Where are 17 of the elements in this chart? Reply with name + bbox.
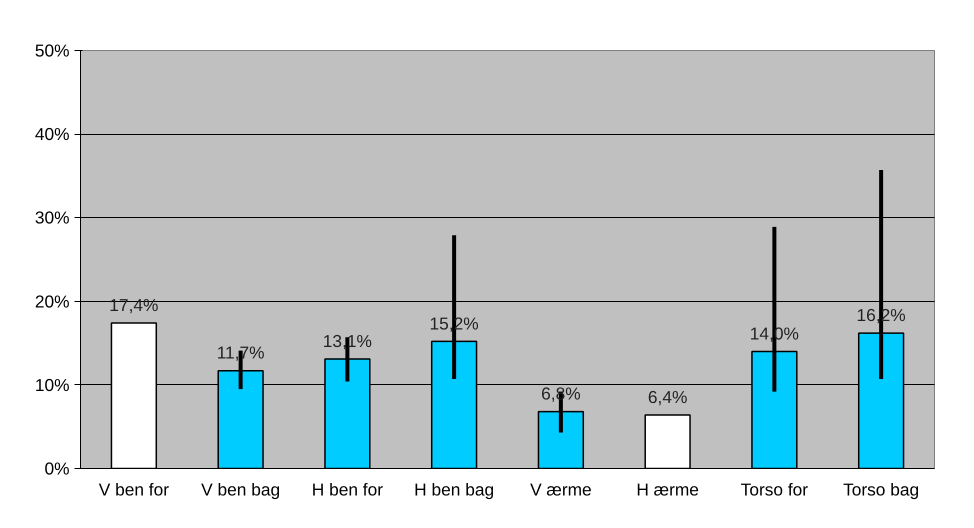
- x-tick-label: V ben bag: [201, 480, 280, 500]
- x-tick-label: Torso bag: [843, 480, 920, 500]
- x-tick-label: H ærme: [636, 480, 699, 500]
- y-tick-label: 30%: [34, 208, 70, 228]
- x-tick-label: H ben bag: [414, 480, 494, 500]
- y-tick-label: 0%: [44, 458, 70, 478]
- x-tick-label: Torso for: [740, 480, 808, 500]
- y-tick-label: 40%: [34, 124, 70, 144]
- y-tick-label: 10%: [34, 374, 70, 395]
- data-label: 6,4%: [648, 386, 688, 407]
- x-tick-label: V ben for: [98, 480, 170, 500]
- y-tick-label: 50%: [34, 40, 70, 60]
- data-label: 11,7%: [216, 342, 265, 363]
- data-label: 6,8%: [541, 384, 581, 404]
- x-tick-label: V ærme: [530, 480, 592, 500]
- y-tick-label: 20%: [34, 291, 70, 312]
- x-tick-label: H ben for: [312, 480, 384, 500]
